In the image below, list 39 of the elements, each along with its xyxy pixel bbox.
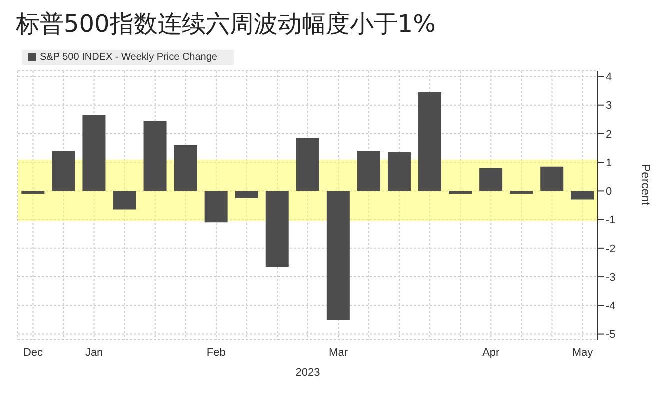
y-tick-label: 2 [606,128,612,141]
x-axis-title: 2023 [296,367,320,379]
bar [357,151,380,192]
y-tick-label: -1 [606,214,616,227]
y-tick-label: -2 [606,243,616,256]
bar [22,191,45,194]
y-tick-label: -3 [606,272,616,284]
bar [266,191,289,268]
y-tick-label: -4 [606,300,616,313]
x-tick-label: May [572,346,594,359]
bar [82,115,106,192]
bar [326,191,350,320]
y-tick-label: 0 [606,186,612,198]
x-tick-label: Mar [329,346,348,359]
bar [418,92,442,192]
y-tick-label: 4 [606,72,612,84]
y-tick-label: 3 [606,100,612,112]
chart-title: 标普500指数连续六周波动幅度小于1% [16,9,437,40]
bar [144,121,167,192]
bar [388,152,411,192]
bar [540,166,564,192]
bar [296,138,320,192]
y-axis-title: Percent [638,164,653,206]
bar [480,168,503,192]
legend-label: S&P 500 INDEX - Weekly Price Change [40,52,218,63]
y-tick-label: -5 [606,329,616,342]
bar [449,191,472,194]
x-tick-label: Dec [23,346,44,359]
bar [204,191,228,223]
bar [510,191,534,194]
y-tick-label: 1 [606,157,612,170]
x-tick-label: Apr [482,346,500,359]
bar [235,191,258,198]
x-tick-label: Jan [85,346,104,359]
x-tick-label: Feb [206,346,226,359]
bar [113,191,136,210]
bar [52,151,76,192]
bar [571,191,594,200]
bar [174,145,198,192]
